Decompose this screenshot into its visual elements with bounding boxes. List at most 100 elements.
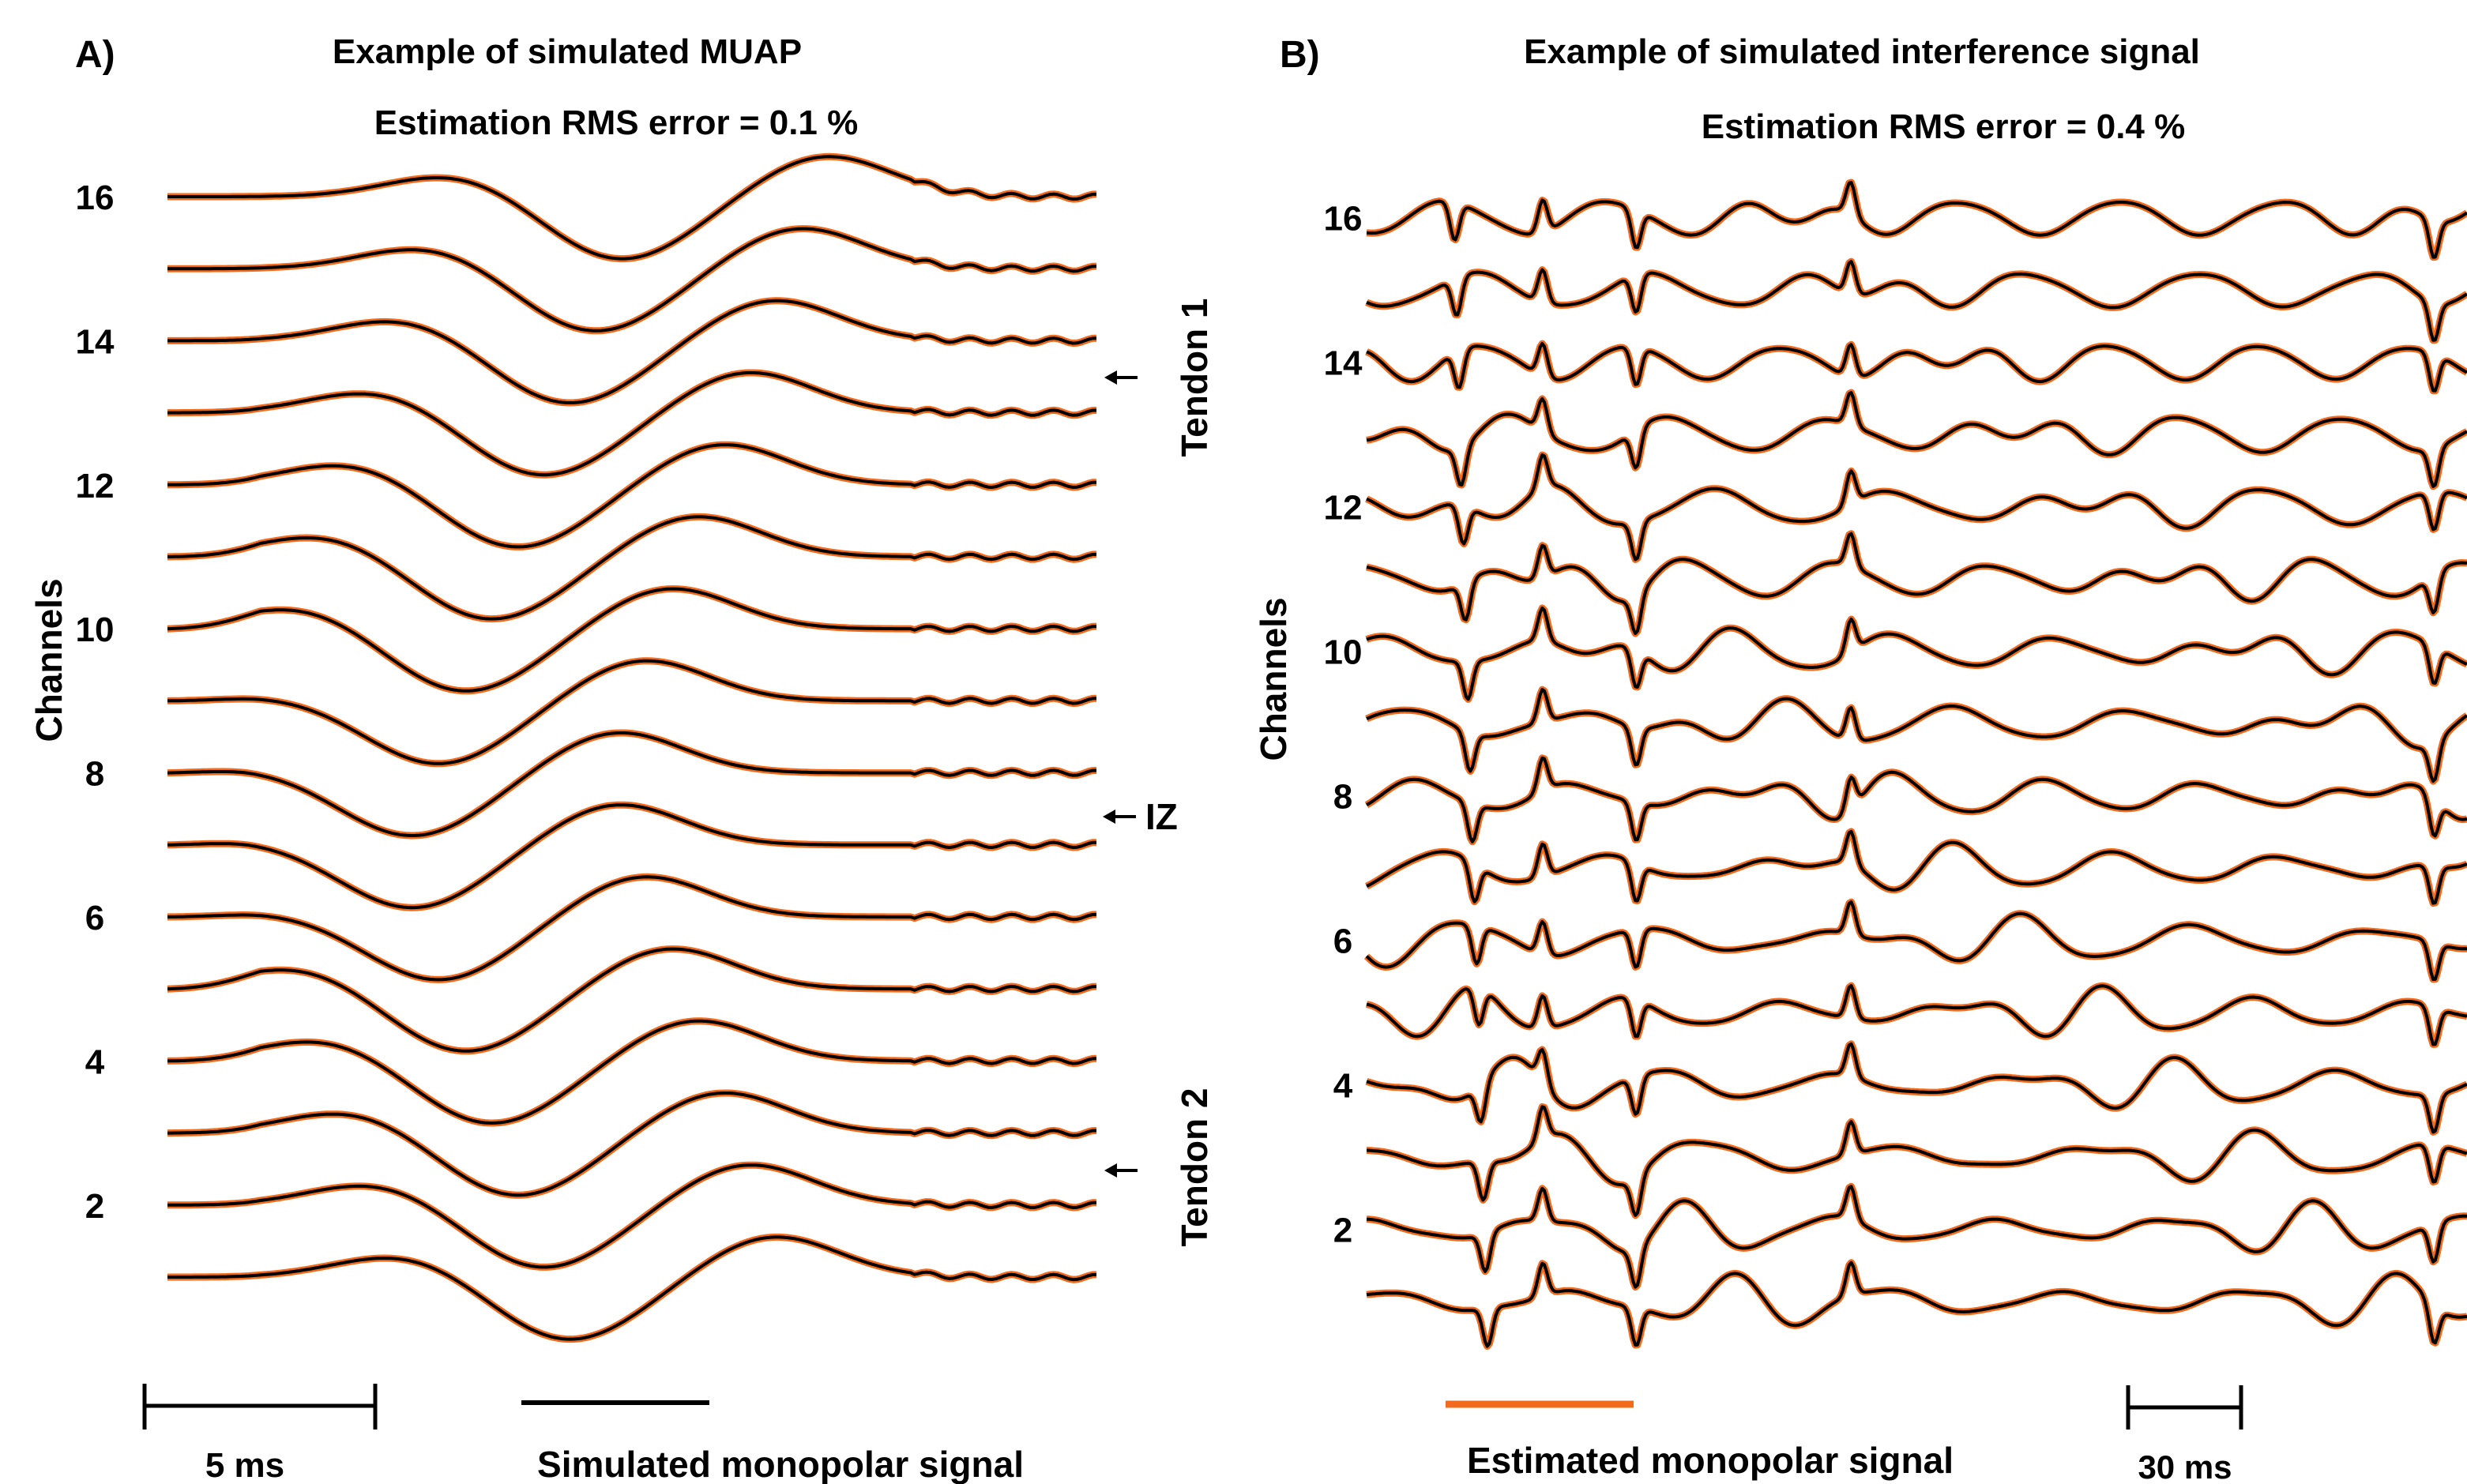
interference-simulated-ch2 — [1366, 1185, 2467, 1289]
y-tick-label-16: 16 — [1324, 200, 1363, 239]
muap-simulated-ch1 — [167, 1235, 1097, 1341]
muap-estimated-ch6 — [167, 873, 1097, 983]
y-tick-label-10: 10 — [1324, 633, 1363, 672]
muap-simulated-ch13 — [167, 371, 1097, 477]
panel-a-y-axis-label: Channels — [28, 578, 70, 742]
interference-simulated-ch3 — [1366, 1105, 2467, 1217]
interference-simulated-ch7 — [1366, 829, 2467, 905]
y-tick-label-2: 2 — [1333, 1212, 1352, 1250]
interference-simulated-ch16 — [1366, 181, 2467, 259]
muap-estimated-ch2 — [167, 1161, 1097, 1271]
legend-estimated: Estimated monopolar signal — [1446, 1400, 1954, 1481]
panel-a-scale-bar: 5 ms — [142, 1384, 378, 1484]
interference-estimated-ch3 — [1365, 1103, 2467, 1219]
y-tick-label-16: 16 — [76, 178, 115, 217]
interference-simulated-ch4 — [1366, 1042, 2467, 1134]
muap-simulated-ch3 — [167, 1091, 1097, 1197]
muap-estimated-ch10 — [167, 585, 1097, 695]
panel-b-scale-label: 30 ms — [2138, 1448, 2232, 1484]
muap-estimated-ch9 — [167, 657, 1097, 768]
interference-simulated-ch11 — [1366, 532, 2467, 636]
muap-estimated-ch5 — [167, 945, 1097, 1055]
muap-estimated-ch13 — [167, 369, 1097, 479]
interference-estimated-ch9 — [1365, 686, 2467, 785]
panel-a: A) Example of simulated MUAP Estimation … — [28, 32, 1215, 1484]
panel-b-y-tick-labels: 2 4 6 8 10 12 14 16 — [1324, 200, 1363, 1250]
muap-estimated-ch8 — [167, 729, 1097, 840]
muap-estimated-ch14 — [167, 297, 1097, 407]
muap-simulated-ch7 — [167, 803, 1097, 910]
muap-estimated-ch16 — [167, 152, 1097, 263]
muap-simulated-ch16 — [167, 155, 1097, 261]
interference-simulated-ch5 — [1366, 984, 2467, 1046]
interference-simulated-ch14 — [1366, 342, 2467, 393]
iz-label: IZ — [1145, 796, 1178, 837]
muap-estimated-ch4 — [167, 1017, 1097, 1127]
panel-b-y-axis-label: Channels — [1253, 597, 1294, 761]
muap-simulated-ch11 — [167, 515, 1097, 621]
muap-simulated-ch14 — [167, 299, 1097, 404]
interference-estimated-ch5 — [1365, 982, 2467, 1048]
y-tick-label-12: 12 — [76, 467, 115, 505]
muap-estimated-ch3 — [167, 1089, 1097, 1199]
muap-simulated-ch9 — [167, 659, 1097, 765]
y-tick-label-6: 6 — [1333, 922, 1352, 961]
muap-simulated-ch15 — [167, 227, 1097, 332]
y-tick-label-4: 4 — [1333, 1067, 1353, 1106]
interference-simulated-ch12 — [1366, 453, 2467, 562]
legend-estimated-label: Estimated monopolar signal — [1467, 1440, 1954, 1481]
muap-estimated-ch7 — [167, 801, 1097, 911]
interference-estimated-ch13 — [1365, 389, 2467, 490]
y-tick-label-2: 2 — [85, 1187, 104, 1226]
interference-simulated-ch6 — [1365, 900, 2467, 981]
panel-b-subtitle: Estimation RMS error = 0.4 % — [1702, 107, 2186, 146]
panel-a-scale-label: 5 ms — [205, 1446, 284, 1484]
muap-simulated-ch12 — [167, 443, 1097, 549]
panel-a-letter: A) — [75, 34, 115, 76]
y-tick-label-10: 10 — [76, 611, 115, 649]
muap-simulated-ch8 — [167, 731, 1097, 837]
y-tick-label-6: 6 — [85, 899, 104, 937]
y-tick-label-14: 14 — [1324, 344, 1363, 383]
muap-simulated-ch10 — [167, 587, 1097, 693]
muap-simulated-ch6 — [167, 875, 1097, 982]
annotation-tendon-2: Tendon 2 — [1104, 1088, 1215, 1247]
interference-estimated-ch7 — [1365, 828, 2467, 907]
muap-estimated-ch1 — [167, 1233, 1097, 1343]
legend-simulated: Simulated monopolar signal — [521, 1400, 1024, 1484]
muap-simulated-ch4 — [167, 1019, 1097, 1125]
muap-estimated-ch12 — [167, 441, 1097, 550]
tendon-2-label: Tendon 2 — [1174, 1088, 1215, 1246]
panel-b-title: Example of simulated interference signal — [1524, 32, 2200, 71]
y-tick-label-8: 8 — [85, 755, 104, 794]
panel-b-letter: B) — [1280, 34, 1320, 76]
annotation-iz: IZ — [1103, 796, 1178, 837]
muap-estimated-ch15 — [167, 225, 1097, 335]
interference-simulated-ch15 — [1366, 260, 2467, 342]
interference-simulated-ch8 — [1365, 756, 2467, 843]
y-tick-label-4: 4 — [85, 1043, 105, 1081]
tendon-1-label: Tendon 1 — [1174, 298, 1215, 456]
interference-estimated-ch12 — [1365, 451, 2467, 563]
interference-estimated-ch8 — [1364, 754, 2467, 846]
interference-simulated-ch1 — [1366, 1260, 2467, 1348]
annotation-tendon-1: Tendon 1 — [1104, 298, 1215, 457]
panel-a-traces — [167, 152, 1097, 1343]
interference-simulated-ch10 — [1366, 606, 2467, 701]
y-tick-label-8: 8 — [1333, 778, 1352, 817]
muap-simulated-ch5 — [167, 947, 1097, 1053]
muap-estimated-ch11 — [167, 513, 1097, 623]
panel-b: B) Example of simulated interference sig… — [1253, 32, 2467, 1484]
y-tick-label-14: 14 — [76, 322, 115, 361]
panel-a-y-tick-labels: 2 4 6 8 10 12 14 16 — [76, 178, 115, 1226]
muap-simulated-ch2 — [167, 1163, 1097, 1269]
interference-estimated-ch4 — [1365, 1040, 2467, 1136]
panel-b-scale-bar: 30 ms — [2126, 1385, 2243, 1484]
panel-a-title: Example of simulated MUAP — [333, 32, 802, 71]
legend-simulated-label: Simulated monopolar signal — [537, 1444, 1024, 1484]
interference-simulated-ch13 — [1366, 391, 2467, 488]
y-tick-label-12: 12 — [1324, 489, 1363, 528]
interference-simulated-ch9 — [1366, 688, 2467, 783]
panel-a-subtitle: Estimation RMS error = 0.1 % — [374, 103, 859, 142]
